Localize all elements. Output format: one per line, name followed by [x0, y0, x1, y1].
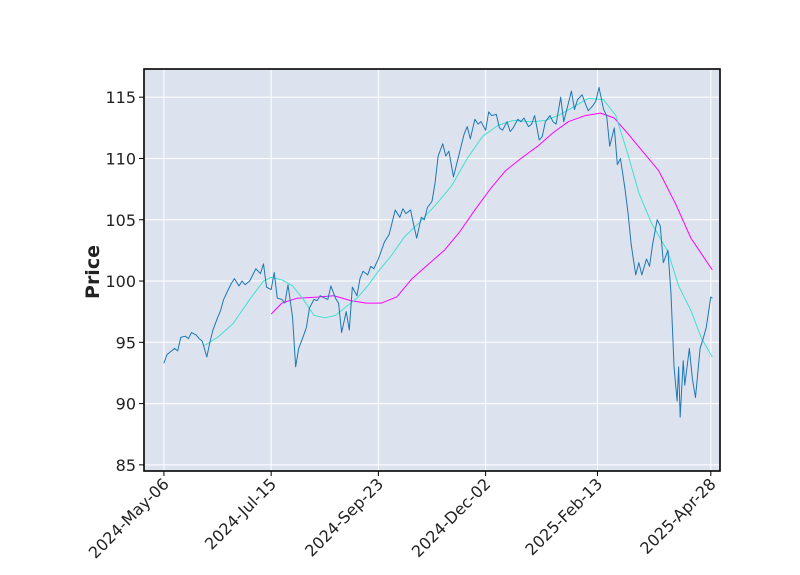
x-tick-label: 2024-May-06 [85, 474, 173, 562]
y-tick-label: 105 [105, 211, 136, 230]
y-axis-title: Price [82, 245, 104, 299]
plot-background [144, 69, 720, 471]
x-gridlines [163, 69, 712, 471]
y-tick-label: 115 [105, 88, 136, 107]
series-line-price [163, 86, 713, 418]
x-axis-ticks: 2024-May-06 2024-Jul-15 2024-Sep-23 2024-De… [85, 471, 720, 562]
y-axis-ticks: 85 90 95 100 105 110 115 [105, 88, 144, 475]
y-tick-label: 85 [116, 456, 136, 475]
series-layer [163, 86, 713, 418]
y-tick-label: 90 [116, 395, 136, 414]
plot-frame [143, 68, 721, 472]
x-tick-label: 2024-Dec-02 [408, 474, 495, 561]
series-line-ma-short [203, 97, 713, 358]
y-gridlines [144, 96, 720, 466]
x-tick-label: 2024-Jul-15 [201, 474, 280, 553]
x-tick-label: 2024-Sep-23 [301, 474, 387, 560]
x-tick-label: 2025-Feb-13 [521, 474, 606, 559]
y-tick-label: 100 [105, 272, 136, 291]
y-tick-label: 110 [105, 149, 136, 168]
x-tick-label: 2025-Apr-28 [636, 474, 719, 557]
series-line-ma-long [270, 112, 713, 315]
y-tick-label: 95 [116, 333, 136, 352]
